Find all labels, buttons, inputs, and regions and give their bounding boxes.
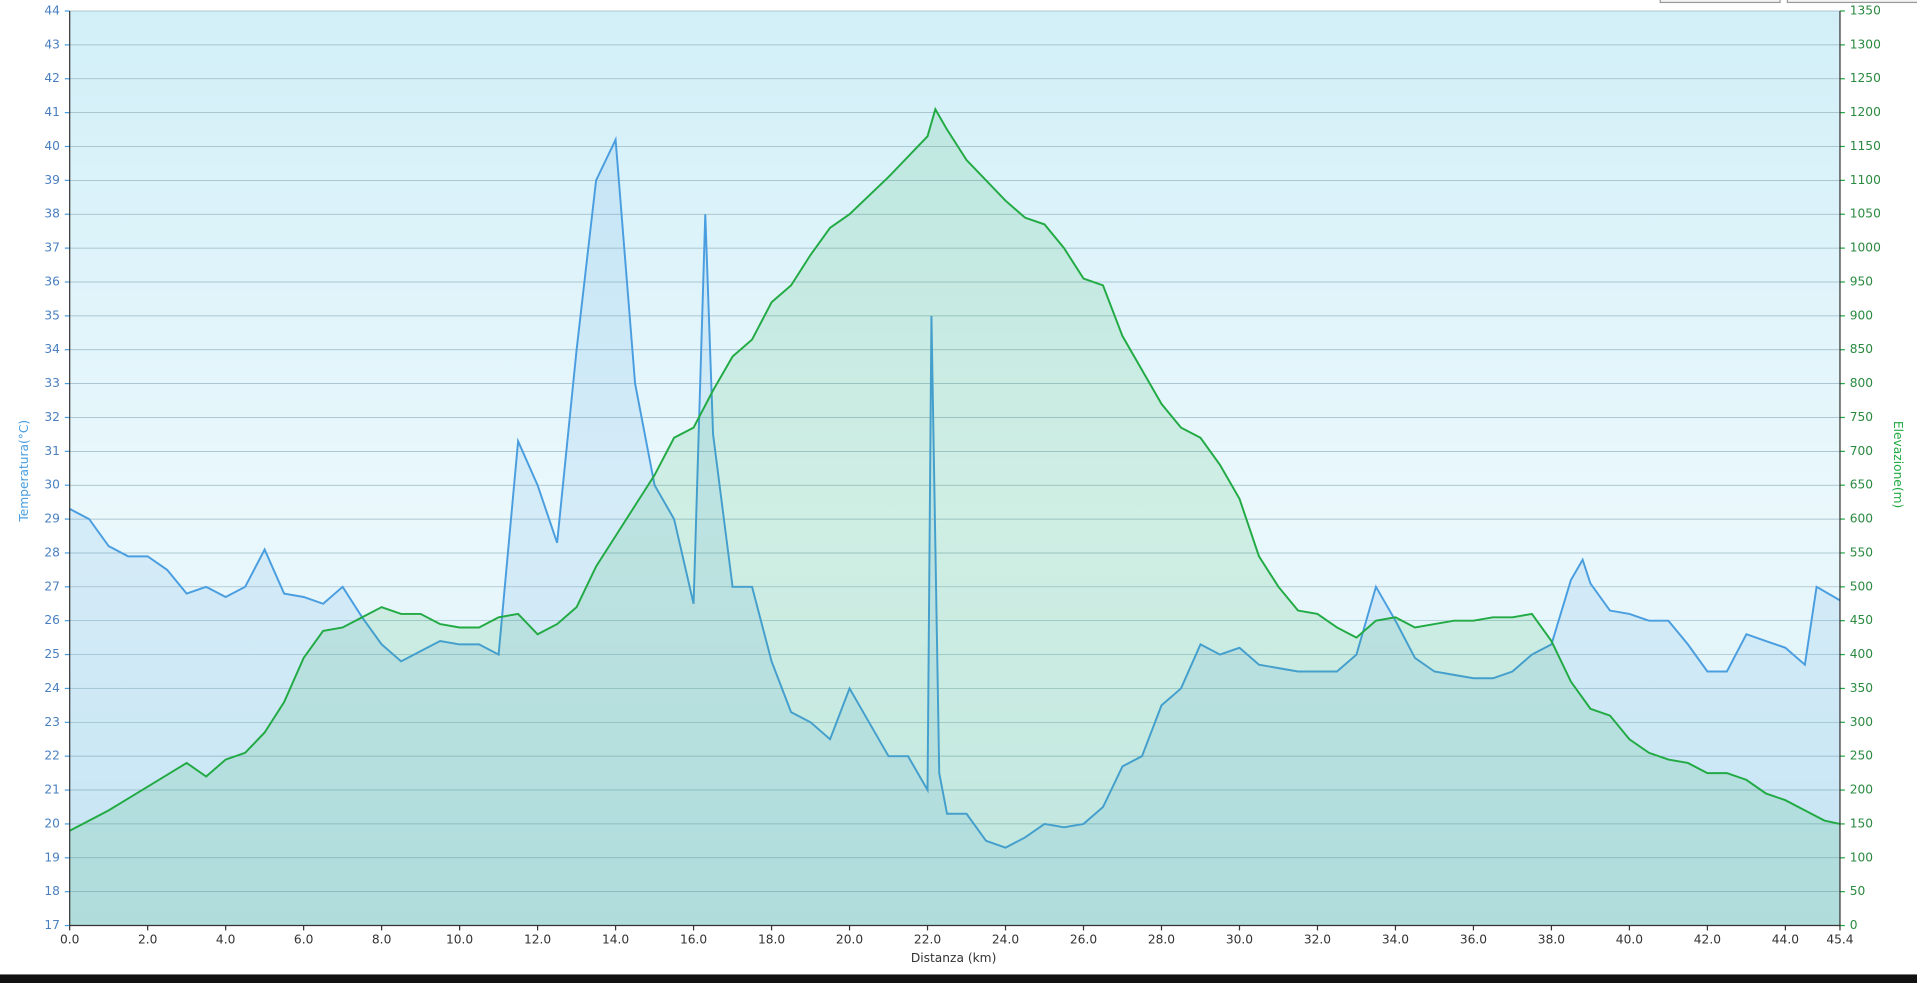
x-tick-label: 18.0 [758,933,785,947]
x-tick-label: 6.0 [294,933,313,947]
y-tick-label: 22 [44,749,60,763]
y2-tick-label: 800 [1850,376,1873,390]
y-tick-label: 39 [44,173,60,187]
y-tick-label: 34 [44,342,60,356]
x-tick-label: 36.0 [1460,933,1487,947]
y2-tick-label: 600 [1850,512,1873,526]
y-tick-label: 23 [44,715,60,729]
y-tick-label: 43 [44,37,60,51]
y2-tick-label: 1050 [1850,207,1881,221]
x-tick-label: 10.0 [446,933,473,947]
x-tick-label: 14.0 [602,933,629,947]
y2-tick-label: 1150 [1850,139,1881,153]
x-tick-label: 30.0 [1226,933,1253,947]
y-tick-label: 29 [44,512,60,526]
x-tick-label: 42.0 [1694,933,1721,947]
y2-tick-label: 1100 [1850,173,1881,187]
y2-axis-label: Elevazione(m) [1891,421,1905,508]
plot-area [69,11,1840,926]
y-tick-label: 26 [44,613,60,627]
y2-tick-label: 1300 [1850,37,1881,51]
y-tick-label: 21 [44,783,60,797]
x-tick-label: 40.0 [1616,933,1643,947]
y-tick-label: 35 [44,308,60,322]
y-tick-label: 27 [44,579,60,593]
y2-tick-label: 1250 [1850,71,1881,85]
x-tick-label: 28.0 [1148,933,1175,947]
y-tick-label: 24 [44,681,60,695]
y2-tick-label: 400 [1850,647,1873,661]
y2-tick-label: 1200 [1850,105,1881,119]
y-tick-label: 25 [44,647,60,661]
y2-tick-label: 900 [1850,308,1873,322]
y-tick-label: 37 [44,241,60,255]
x-tick-label: 16.0 [680,933,707,947]
y-axis-label: Temperatura(°C) [17,420,31,523]
y2-tick-label: 150 [1850,816,1873,830]
button[interactable] [1786,0,1917,4]
series-line [69,136,1841,849]
y2-tick-label: 850 [1850,342,1873,356]
x-tick-label: 2.0 [138,933,157,947]
series-line [69,106,1841,832]
y-tick-label: 40 [44,139,60,153]
y2-tick-label: 1000 [1850,241,1881,255]
y2-tick-label: 0 [1850,918,1858,932]
y2-tick-label: 700 [1850,444,1873,458]
y2-tick-label: 1350 [1850,4,1881,18]
x-tick-label: 44.0 [1772,933,1799,947]
bottom-bar [0,974,1917,983]
y2-tick-label: 500 [1850,579,1873,593]
x-tick-label: 0.0 [60,933,79,947]
x-axis-label: Distanza (km) [911,951,996,965]
button[interactable] [1659,0,1781,4]
y2-tick-label: 250 [1850,749,1873,763]
x-tick-label: 4.0 [216,933,235,947]
x-tick-label: 24.0 [992,933,1019,947]
y-tick-label: 41 [44,105,60,119]
y2-tick-label: 50 [1850,884,1866,898]
y-tick-label: 36 [44,274,60,288]
y-tick-label: 18 [44,884,60,898]
x-tick-label: 34.0 [1382,933,1409,947]
y2-tick-label: 200 [1850,783,1873,797]
x-tick-label: 8.0 [372,933,391,947]
y-tick-label: 17 [44,918,60,932]
y-tick-label: 30 [44,478,60,492]
y-tick-label: 38 [44,207,60,221]
y-tick-label: 20 [44,816,60,830]
series-area [69,109,1840,926]
y-tick-label: 33 [44,376,60,390]
x-tick-label: 12.0 [524,933,551,947]
y-tick-label: 44 [44,4,60,18]
y-tick-label: 32 [44,410,60,424]
x-tick-label: 45.4 [1826,933,1853,947]
y2-tick-label: 450 [1850,613,1873,627]
x-tick-label: 20.0 [836,933,863,947]
y-tick-label: 42 [44,71,60,85]
y2-tick-label: 100 [1850,850,1873,864]
x-tick-label: 22.0 [914,933,941,947]
y2-tick-label: 750 [1850,410,1873,424]
y-tick-label: 31 [44,444,60,458]
y2-tick-label: 950 [1850,274,1873,288]
series-area [69,139,1840,926]
y-tick-label: 19 [44,850,60,864]
y2-tick-label: 650 [1850,478,1873,492]
x-tick-label: 26.0 [1070,933,1097,947]
x-tick-label: 32.0 [1304,933,1331,947]
x-tick-label: 38.0 [1538,933,1565,947]
y2-tick-label: 350 [1850,681,1873,695]
y2-tick-label: 550 [1850,545,1873,559]
y2-tick-label: 300 [1850,715,1873,729]
y-tick-label: 28 [44,545,60,559]
